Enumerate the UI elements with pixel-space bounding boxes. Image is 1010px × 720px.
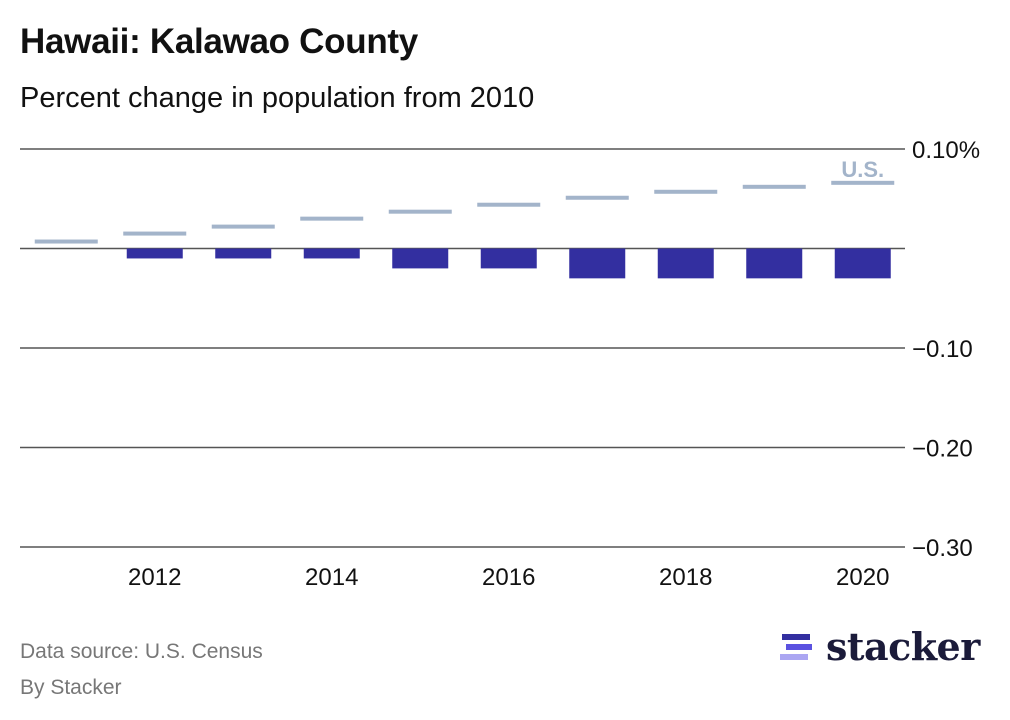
county-bars [126, 248, 891, 279]
chart-area: 0.10% −0.10 −0.20 −0.30 2012 2014 2016 2018 2020… [20, 137, 980, 591]
us-mark-2014 [300, 216, 364, 221]
county-bar-2018 [657, 248, 714, 279]
x-tick-label: 2014 [305, 564, 358, 591]
county-bar-2015 [392, 248, 449, 269]
x-tick-label: 2012 [128, 564, 181, 591]
chart-title: Hawaii: Kalawao County [20, 22, 418, 61]
county-bar-2012 [126, 248, 183, 259]
chart-subtitle: Percent change in population from 2010 [20, 82, 535, 114]
us-mark-2012 [123, 231, 187, 236]
county-bar-2013 [215, 248, 272, 259]
y-tick-label: −0.20 [912, 436, 973, 463]
county-bar-2019 [746, 248, 803, 279]
x-tick-label: 2018 [659, 564, 712, 591]
us-mark-2016 [477, 202, 541, 207]
data-source: Data source: U.S. Census [20, 640, 263, 663]
us-mark-2020 [831, 180, 895, 185]
county-bar-2016 [480, 248, 537, 269]
stacker-logo-icon [780, 630, 812, 664]
us-mark-2019 [742, 184, 806, 189]
stacker-logo: stacker [780, 628, 980, 666]
us-mark-2017 [565, 195, 629, 200]
x-tick-label: 2020 [836, 564, 889, 591]
stacker-logo-text: stacker [826, 624, 980, 669]
gridlines [20, 148, 905, 548]
county-bar-2020 [834, 248, 891, 279]
us-mark-2011 [34, 239, 98, 244]
county-bar-2017 [569, 248, 626, 279]
byline: By Stacker [20, 676, 122, 699]
us-lines [34, 180, 895, 244]
us-mark-2018 [654, 189, 718, 194]
axis-labels: 0.10% −0.10 −0.20 −0.30 2012 2014 2016 2018 2020… [128, 137, 980, 591]
us-series-label: U.S. [841, 157, 884, 182]
y-tick-label: −0.10 [912, 336, 973, 363]
y-tick-label: 0.10% [912, 137, 980, 164]
county-bar-2014 [303, 248, 360, 259]
y-tick-label: −0.30 [912, 535, 973, 562]
x-tick-label: 2016 [482, 564, 535, 591]
us-mark-2013 [211, 224, 275, 229]
us-mark-2015 [388, 209, 452, 214]
